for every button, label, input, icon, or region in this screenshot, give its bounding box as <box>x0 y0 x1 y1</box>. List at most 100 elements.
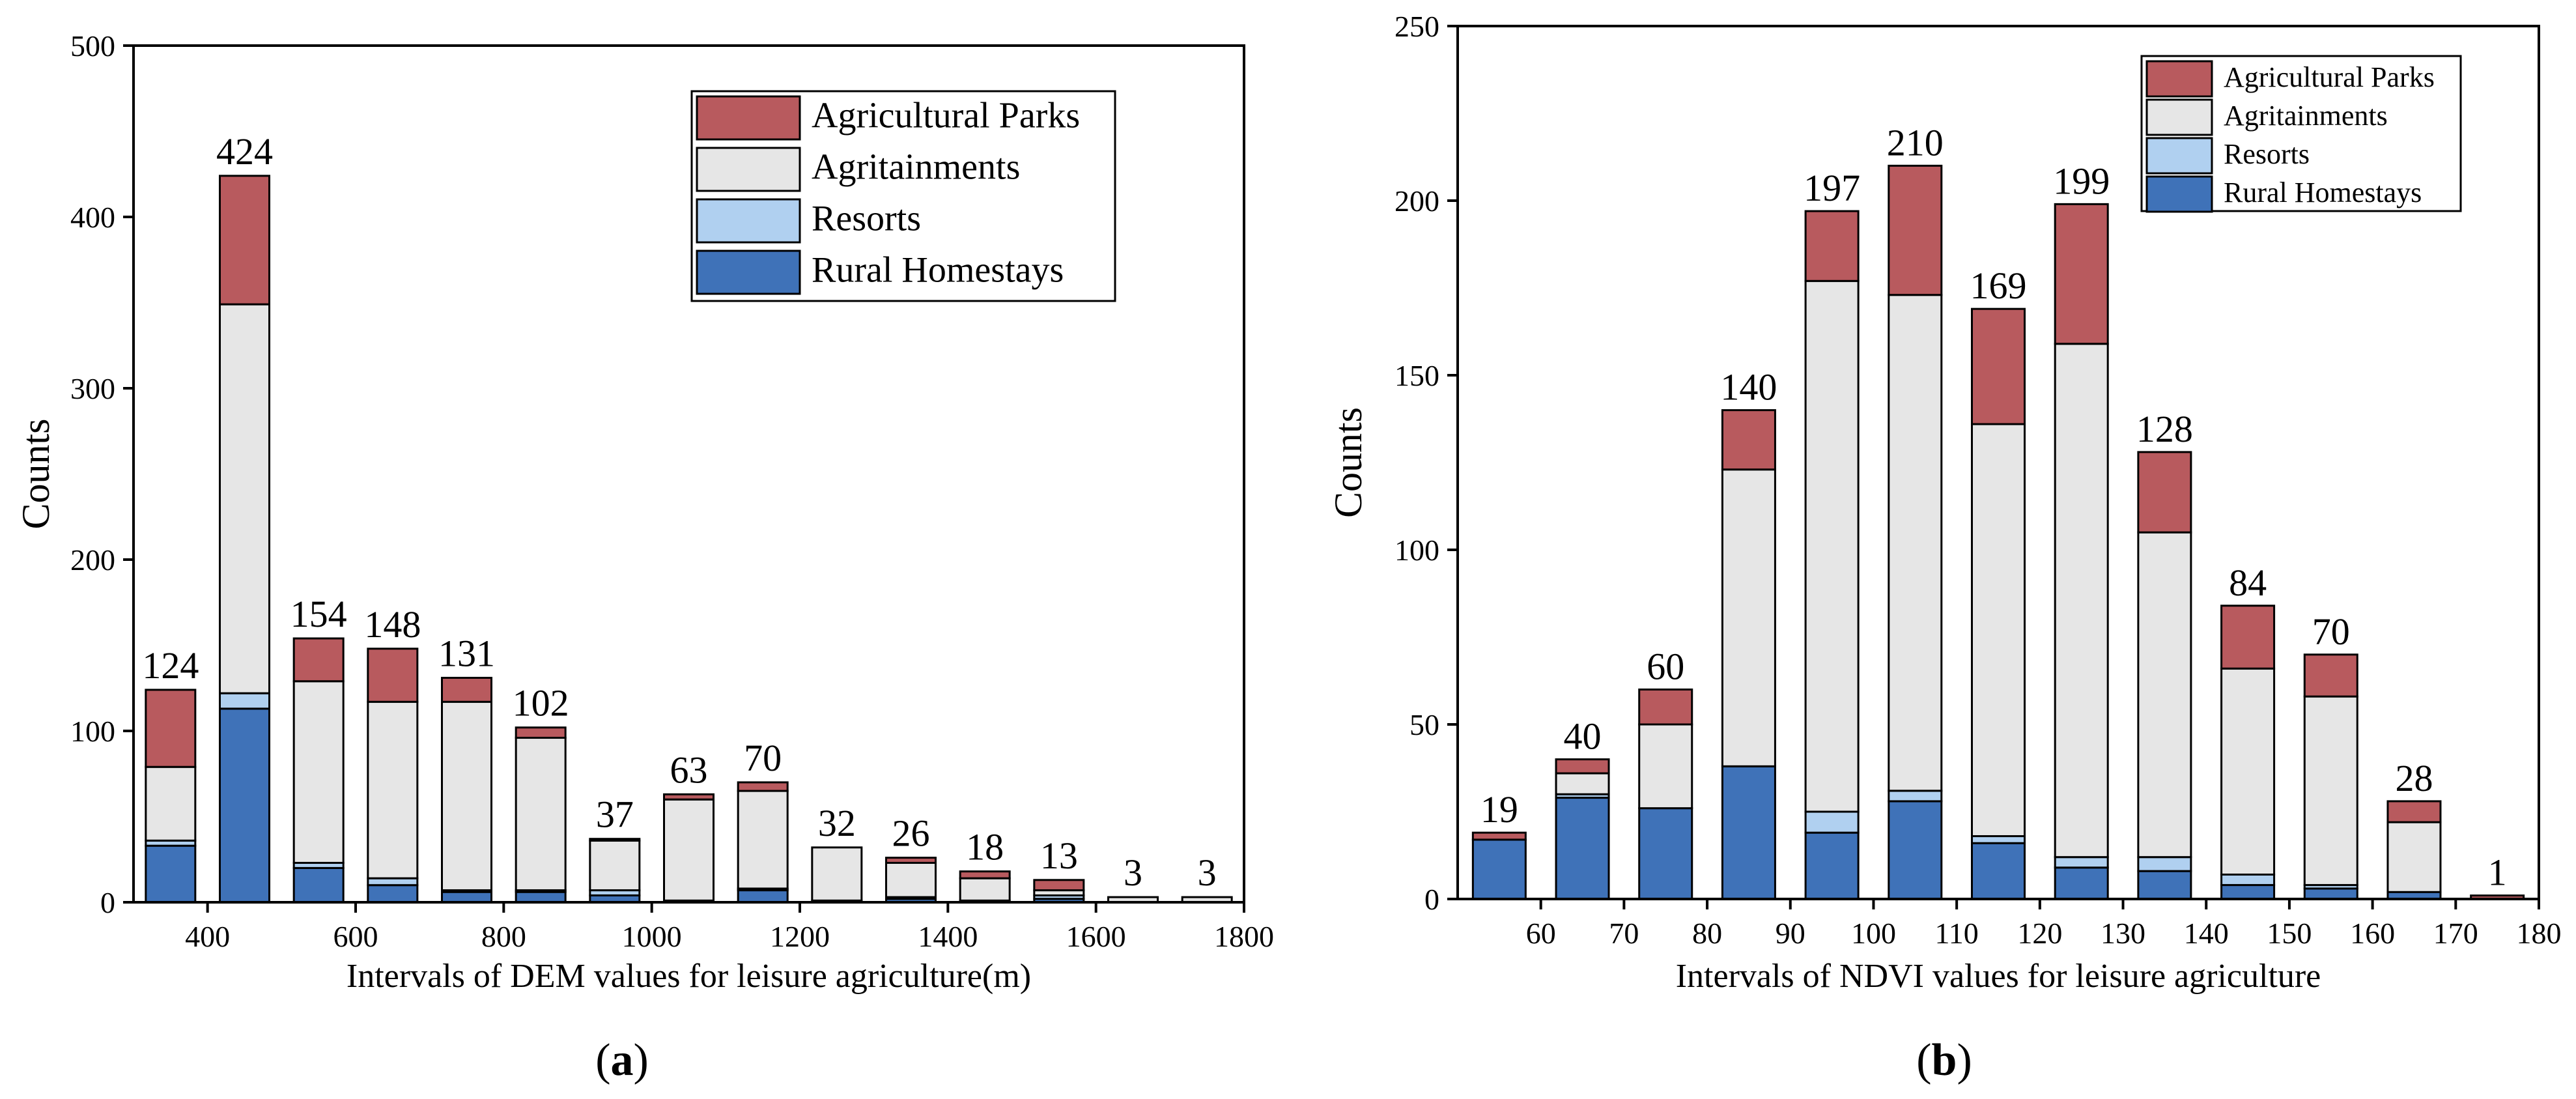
y-tick-label: 150 <box>1394 359 1439 392</box>
y-tick-label: 100 <box>70 715 115 748</box>
x-tick-label: 90 <box>1776 917 1805 950</box>
bar-segment <box>1471 831 1527 841</box>
data-label: 3 <box>1124 851 1142 894</box>
bar-segment <box>1638 723 1693 810</box>
y-tick-label: 300 <box>70 372 115 405</box>
data-label: 102 <box>513 682 569 724</box>
y-tick-label: 200 <box>70 543 115 577</box>
panel-label-close: ) <box>1957 1035 1972 1085</box>
data-label: 13 <box>1040 835 1078 877</box>
data-label: 26 <box>892 812 930 855</box>
bar-segment <box>737 889 789 904</box>
x-tick-label: 70 <box>1609 917 1639 950</box>
bar-segment <box>1804 279 1860 813</box>
panel-label: (b) <box>1916 1035 1972 1085</box>
bar-segment <box>885 857 937 864</box>
bar-segment <box>1555 772 1610 795</box>
x-axis-title: Intervals of NDVI values for leisure agr… <box>1676 958 2321 995</box>
panel-label-close: ) <box>634 1035 649 1085</box>
bar-segment <box>219 707 270 904</box>
bar-segment <box>1888 294 1943 792</box>
bar-segment <box>2054 856 2109 869</box>
bar-segment <box>2137 856 2192 872</box>
data-label: 1 <box>2488 851 2507 894</box>
bar-segment <box>2220 667 2276 876</box>
data-label: 197 <box>1804 167 1860 209</box>
data-label: 210 <box>1887 121 1944 164</box>
bar-segment <box>145 689 197 768</box>
bar-segment <box>1721 409 1776 471</box>
data-label: 32 <box>818 802 856 844</box>
bar-segment <box>1555 758 1610 775</box>
bar-segment <box>2303 653 2358 698</box>
bar-segment <box>2303 887 2358 900</box>
bar-segment <box>1721 765 1776 900</box>
bar-segment <box>737 781 789 792</box>
bar-segment <box>219 692 270 710</box>
data-label: 63 <box>670 749 708 791</box>
y-tick-label: 200 <box>1394 184 1439 218</box>
y-tick-label: 400 <box>70 201 115 234</box>
bar-segment <box>2054 343 2109 859</box>
bar-segment <box>441 891 492 904</box>
data-label: 154 <box>290 593 347 635</box>
bar-segment <box>1971 842 2026 900</box>
data-label: 131 <box>438 632 495 674</box>
bar-segment <box>959 870 1011 879</box>
x-tick-label: 1200 <box>770 920 830 953</box>
x-tick-label: 180 <box>2517 917 2562 950</box>
x-tick-label: 120 <box>2017 917 2062 950</box>
bar-segment <box>515 737 567 892</box>
data-label: 18 <box>966 826 1004 868</box>
legend-label: Resorts <box>2224 138 2310 170</box>
data-label: 19 <box>1480 788 1518 831</box>
y-tick-label: 50 <box>1409 708 1439 741</box>
x-tick-label: 1400 <box>918 920 978 953</box>
plot-frame <box>1456 25 2540 900</box>
legend-label: Agritainments <box>2224 100 2388 132</box>
bar-segment <box>367 884 419 904</box>
legend: Agricultural Parks Agritainments Resorts Ru… <box>690 90 1116 302</box>
bar-segment <box>367 877 419 887</box>
legend-swatch <box>696 95 801 141</box>
bar-segment <box>2137 451 2192 534</box>
data-label: 3 <box>1198 851 1217 894</box>
bar-segment <box>663 798 715 902</box>
legend-swatch <box>696 198 801 244</box>
data-label: 140 <box>1720 366 1777 408</box>
bar-segment <box>515 891 567 904</box>
bar-segment <box>367 700 419 879</box>
data-label: 124 <box>142 644 199 687</box>
x-tick-label: 1000 <box>622 920 682 953</box>
legend-swatch <box>696 147 801 192</box>
panel-label-open: ( <box>595 1035 610 1085</box>
bar-segment <box>959 877 1011 902</box>
bar-segment <box>663 793 715 801</box>
data-label: 148 <box>364 603 421 646</box>
x-tick-label: 60 <box>1526 917 1556 950</box>
bar-segment <box>1721 468 1776 767</box>
bar-segment <box>1804 810 1860 834</box>
data-label: 37 <box>596 793 634 836</box>
plot-frame <box>132 44 1245 904</box>
bar-segment <box>811 846 863 902</box>
x-tick-label: 170 <box>2433 917 2478 950</box>
y-tick-label: 0 <box>1424 883 1439 916</box>
x-tick-label: 150 <box>2267 917 2312 950</box>
bar-segment <box>1971 423 2026 838</box>
data-label: 128 <box>2136 408 2193 450</box>
legend-swatch <box>696 250 801 295</box>
legend-label: Agritainments <box>812 147 1020 188</box>
data-label: 40 <box>1564 715 1602 758</box>
bar-segment <box>2220 605 2276 670</box>
data-label: 28 <box>2395 757 2433 799</box>
bar-segment <box>292 680 345 864</box>
legend-swatch <box>2145 137 2213 175</box>
x-tick-label: 140 <box>2184 917 2229 950</box>
x-tick-label: 800 <box>481 920 526 953</box>
legend-label: Agricultural Parks <box>812 96 1080 136</box>
bar-segment <box>885 862 937 898</box>
data-label: 60 <box>1647 645 1684 687</box>
bar-segment <box>2386 800 2442 823</box>
